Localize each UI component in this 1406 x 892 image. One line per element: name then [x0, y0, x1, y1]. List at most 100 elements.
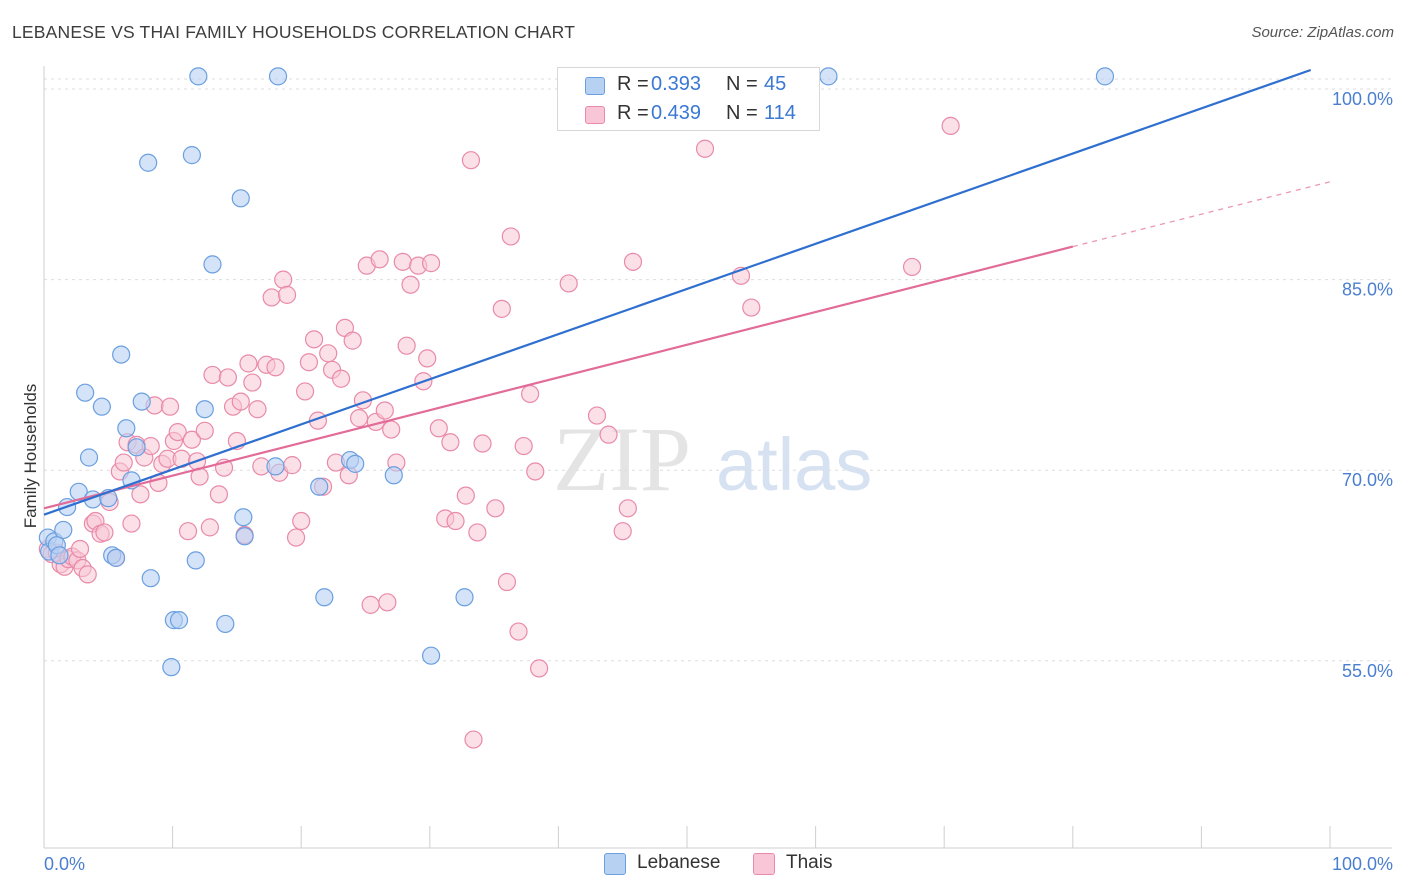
legend-label: Lebanese	[637, 852, 721, 873]
thais-points	[38, 116, 960, 749]
lebanese-point	[819, 67, 838, 86]
lebanese-point	[268, 67, 288, 86]
source-credit: Source: ZipAtlas.com	[1251, 24, 1394, 41]
thais-point	[283, 456, 302, 475]
lebanese-point	[195, 400, 214, 419]
thais-point	[343, 331, 362, 350]
thais-point	[349, 409, 369, 428]
lebanese-point	[216, 614, 235, 634]
thais-point	[473, 434, 492, 453]
y-tick-label: 85.0%	[1342, 280, 1393, 300]
thais-point	[243, 373, 262, 392]
thais-point	[304, 330, 324, 349]
thais-point	[587, 406, 607, 425]
lebanese-point	[186, 551, 205, 570]
lebanese-point	[117, 419, 136, 438]
thais-point	[295, 382, 315, 401]
thais-point	[378, 593, 397, 612]
thais-point	[248, 400, 267, 419]
lebanese-point	[162, 658, 181, 677]
lebanese-point	[315, 588, 334, 607]
thais-point	[239, 354, 258, 373]
thais-swatch	[585, 106, 605, 124]
thais-point	[521, 384, 540, 404]
thais-point	[599, 425, 618, 444]
thais-point	[456, 486, 475, 505]
lebanese-point	[92, 397, 111, 416]
thais-swatch	[753, 853, 775, 875]
thais-point	[178, 522, 198, 541]
thais-point	[78, 565, 97, 584]
legend-label: Thais	[786, 852, 833, 873]
thais-point	[397, 336, 416, 355]
thais-point	[299, 353, 319, 372]
tick-labels: 55.0% 70.0% 85.0% 100.0% 0.0% 100.0%	[44, 89, 1393, 874]
thais-point	[195, 421, 214, 440]
lebanese-point	[50, 546, 69, 565]
lebanese-point	[127, 438, 146, 457]
thais-point	[941, 116, 960, 136]
lebanese-point	[266, 457, 285, 476]
lebanese-point	[310, 477, 329, 496]
thais-point	[492, 299, 511, 318]
n-value: 45	[764, 73, 787, 95]
thais-point	[418, 349, 437, 368]
thais-point	[623, 252, 643, 271]
thais-point	[695, 139, 715, 158]
n-label: N =	[726, 73, 758, 95]
thais-point	[286, 528, 306, 547]
watermark-atlas: atlas	[716, 423, 872, 506]
thais-point	[429, 419, 448, 438]
thais-point	[203, 365, 222, 385]
watermark-zip: ZIP	[553, 408, 691, 510]
thais-point	[114, 453, 133, 472]
lebanese-point	[79, 448, 99, 467]
lebanese-point	[384, 466, 403, 485]
lebanese-swatch	[585, 77, 605, 95]
lebanese-point	[189, 67, 208, 86]
thais-point	[461, 151, 481, 170]
thais-point	[375, 401, 394, 420]
thais-point	[613, 522, 632, 541]
thais-point	[509, 622, 528, 641]
chart-title: LEBANESE VS THAI FAMILY HOUSEHOLDS CORRE…	[12, 22, 576, 42]
thais-point	[902, 257, 922, 277]
y-axis-label: Family Households	[21, 384, 40, 529]
thais-point	[277, 285, 297, 304]
thais-point	[382, 420, 401, 439]
legend-row-lebanese: R = 0.393 N = 45	[558, 71, 819, 101]
thais-point	[501, 227, 520, 246]
lebanese-point	[234, 508, 253, 527]
correlation-legend: R = 0.393 N = 45 R = 0.439 N = 114	[557, 67, 820, 131]
thais-point	[421, 254, 441, 273]
lebanese-point	[346, 454, 365, 473]
thais-point	[200, 518, 219, 537]
thais-point	[370, 250, 389, 269]
lebanese-point	[203, 255, 222, 274]
lebanese-point	[106, 548, 126, 567]
r-label: R =	[617, 73, 649, 95]
thais-point	[182, 430, 201, 449]
x-tick-label: 0.0%	[44, 854, 85, 874]
thais-point	[468, 523, 487, 542]
thais-point	[401, 275, 420, 294]
lebanese-point	[54, 520, 73, 540]
thais-point	[526, 462, 545, 481]
thais-point	[95, 523, 114, 542]
thais-point	[292, 511, 311, 531]
lebanese-point	[1095, 67, 1115, 86]
lebanese-trend-line	[43, 68, 1312, 516]
axes	[43, 66, 1392, 849]
thais-point	[331, 369, 351, 388]
lebanese-point	[235, 527, 254, 546]
thais-point	[168, 422, 187, 442]
thais-point	[266, 358, 285, 377]
thais-point	[742, 298, 761, 317]
thais-point	[514, 436, 533, 456]
thais-point	[218, 368, 237, 387]
thais-point	[319, 344, 338, 363]
lebanese-point	[139, 153, 158, 172]
r-value: 0.393	[651, 73, 702, 95]
thais-point	[231, 392, 250, 411]
lebanese-point	[231, 189, 250, 208]
